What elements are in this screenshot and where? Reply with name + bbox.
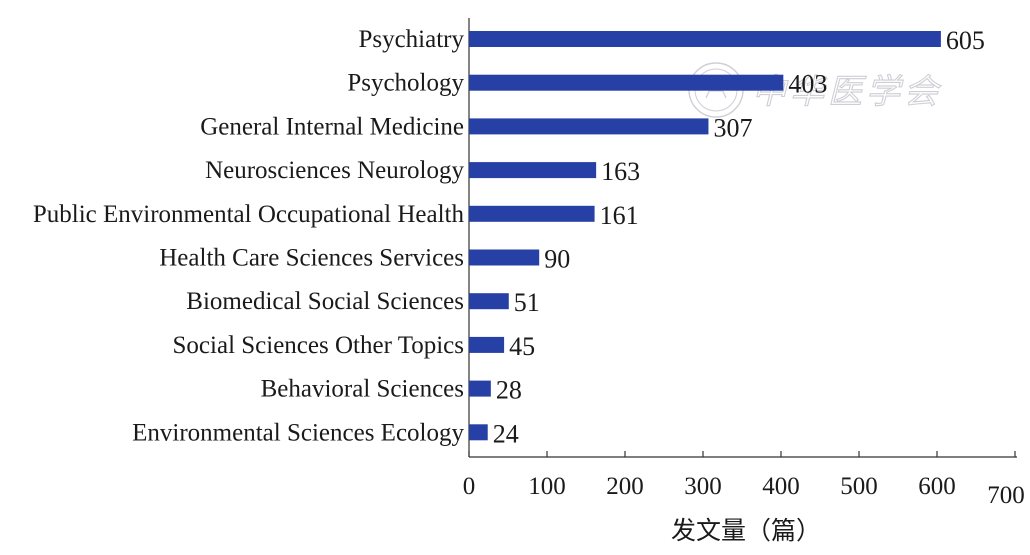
x-tick-label: 300 — [684, 473, 722, 500]
x-tick-label: 600 — [918, 473, 956, 500]
category-label: Neurosciences Neurology — [205, 157, 464, 184]
value-label: 307 — [713, 113, 752, 142]
category-label: Health Care Sciences Services — [159, 245, 464, 272]
category-label: Psychiatry — [358, 26, 464, 53]
category-label: Biomedical Social Sciences — [186, 288, 464, 315]
value-label: 161 — [600, 201, 639, 230]
value-label: 403 — [788, 70, 827, 99]
bar — [469, 162, 597, 179]
value-label: 51 — [514, 288, 540, 317]
value-label: 45 — [509, 332, 535, 361]
bar — [469, 205, 595, 222]
x-tick-label: 400 — [762, 473, 800, 500]
value-label: 605 — [946, 26, 985, 55]
x-ticks-group: 0 100 200 300 400 500 600 700 — [463, 451, 1025, 509]
category-labels-group: Psychiatry Psychology General Internal Med… — [33, 26, 465, 446]
bar — [469, 336, 505, 353]
bar — [469, 424, 488, 441]
category-label: General Internal Medicine — [200, 113, 464, 140]
x-tick-label: 500 — [840, 473, 878, 500]
bar — [469, 293, 509, 310]
value-label: 163 — [601, 157, 640, 186]
bar — [469, 31, 941, 47]
category-label: Social Sciences Other Topics — [173, 332, 464, 359]
category-label: Public Environmental Occupational Health — [33, 201, 465, 228]
value-label: 90 — [544, 245, 570, 274]
x-tick-label: 100 — [528, 473, 566, 500]
bar — [469, 249, 540, 266]
bar — [469, 118, 709, 135]
category-label: Environmental Sciences Ecology — [132, 419, 464, 446]
category-label: Behavioral Sciences — [261, 376, 464, 403]
x-axis-title: 发文量（篇） — [671, 516, 821, 545]
category-label: Psychology — [347, 70, 464, 97]
bar — [469, 74, 784, 91]
value-label: 24 — [493, 419, 519, 448]
bars-group — [469, 31, 941, 441]
bar — [469, 380, 491, 397]
value-label: 28 — [496, 376, 522, 405]
x-tick-label: 0 — [463, 473, 476, 500]
x-tick-label: 700 — [987, 482, 1025, 509]
x-tick-label: 200 — [606, 473, 644, 500]
